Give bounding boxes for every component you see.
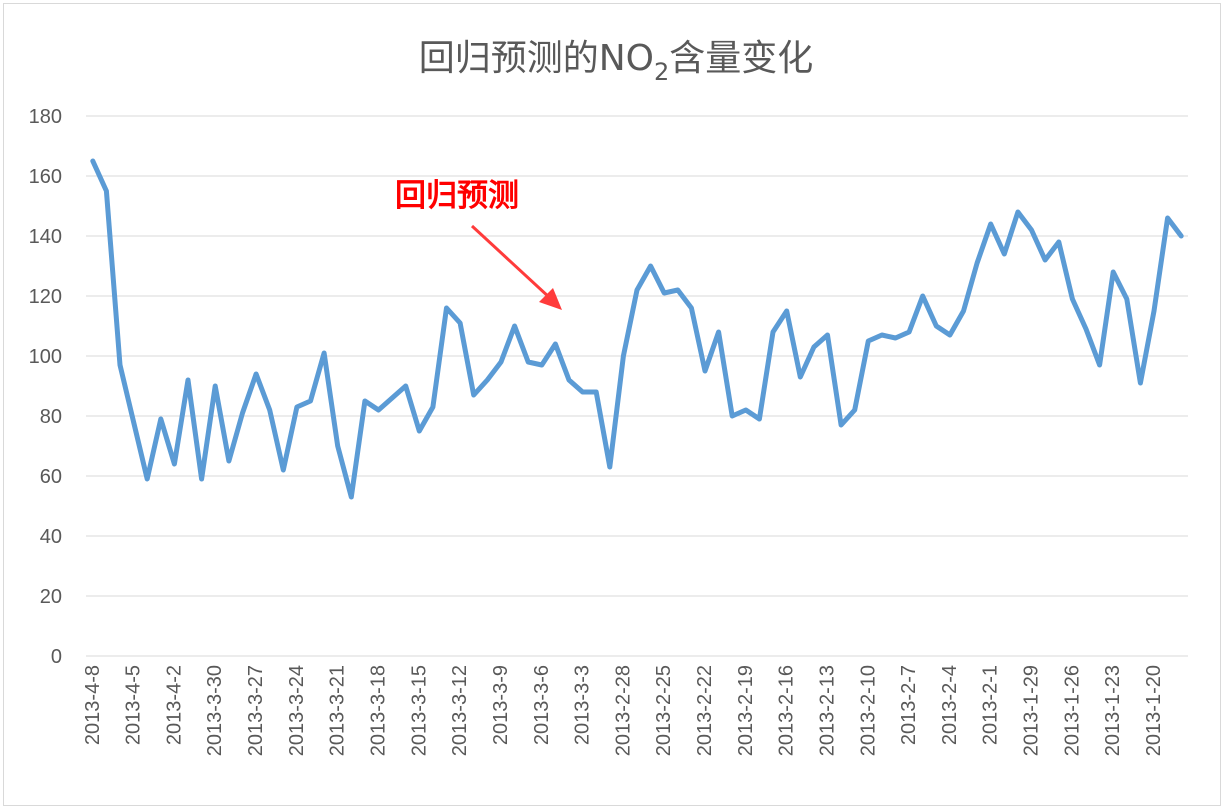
x-tick-label: 2013-3-15 [408, 665, 430, 756]
x-tick-label: 2013-3-9 [490, 665, 512, 745]
y-tick-label: 180 [29, 106, 62, 128]
x-tick-label: 2013-3-3 [572, 665, 594, 745]
x-tick-label: 2013-3-12 [449, 665, 471, 756]
y-tick-label: 140 [29, 226, 62, 248]
x-tick-label: 2013-2-4 [939, 665, 961, 745]
series-layer [90, 158, 1184, 500]
x-tick-label: 2013-2-7 [898, 665, 920, 745]
y-axis-ticks: 0 20 40 60 80 100 120 140 160 180 [29, 106, 62, 668]
gridlines [86, 115, 1188, 657]
x-tick-label: 2013-1-20 [1143, 665, 1165, 756]
x-tick-label: 2013-3-24 [286, 665, 308, 756]
x-tick-label: 2013-3-6 [531, 665, 553, 745]
x-tick-label: 2013-3-21 [327, 665, 349, 756]
y-tick-label: 100 [29, 346, 62, 368]
x-tick-label: 2013-3-27 [245, 665, 267, 756]
x-axis-ticks: 2013-4-8 2013-4-5 2013-4-2 2013-3-30 2013-3-… [82, 665, 1165, 756]
y-tick-label: 160 [29, 166, 62, 188]
chart-frame: 回归预测的NO2含量变化 0 20 40 60 80 100 120 140 160 180 20… [3, 3, 1221, 806]
y-tick-label: 80 [40, 406, 62, 428]
x-tick-label: 2013-4-2 [163, 665, 185, 745]
series-line [90, 158, 1184, 500]
x-tick-label: 2013-2-16 [776, 665, 798, 756]
annotation-arrow-head [539, 288, 562, 310]
chart-title: 回归预测的NO2含量变化 [419, 38, 814, 86]
y-tick-label: 20 [40, 586, 62, 608]
x-tick-label: 2013-2-19 [735, 665, 757, 756]
x-tick-label: 2013-2-10 [857, 665, 879, 756]
x-tick-label: 2013-1-26 [1061, 665, 1083, 756]
x-tick-label: 2013-3-18 [368, 665, 390, 756]
x-tick-label: 2013-2-1 [980, 665, 1002, 745]
chart-title-subscript: 2 [654, 58, 669, 86]
annotation: 回归预测 [395, 178, 562, 310]
y-tick-label: 0 [51, 646, 62, 668]
x-tick-label: 2013-4-5 [123, 665, 145, 745]
x-tick-label: 2013-2-25 [653, 665, 675, 756]
x-tick-label: 2013-3-30 [204, 665, 226, 756]
y-tick-label: 40 [40, 526, 62, 548]
x-tick-label: 2013-2-28 [612, 665, 634, 756]
chart-title-suffix: 含量变化 [669, 38, 813, 79]
x-tick-label: 2013-4-8 [82, 665, 104, 745]
chart-title-prefix: 回归预测的NO [419, 38, 654, 79]
y-tick-label: 120 [29, 286, 62, 308]
x-tick-label: 2013-2-13 [816, 665, 838, 756]
x-tick-label: 2013-1-29 [1021, 665, 1043, 756]
annotation-label: 回归预测 [395, 178, 519, 214]
x-tick-label: 2013-2-22 [694, 665, 716, 756]
y-tick-label: 60 [40, 466, 62, 488]
x-tick-label: 2013-1-23 [1102, 665, 1124, 756]
annotation-arrow-line [470, 224, 552, 300]
